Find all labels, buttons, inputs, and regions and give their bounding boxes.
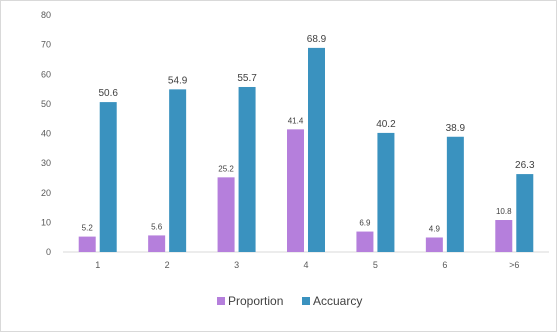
y-axis: 0 10 20 30 40 50 60 70 80 [41,10,51,257]
bar-proportion [425,237,443,252]
bar-proportion [217,177,235,252]
x-tick-label: 6 [442,260,447,270]
y-tick-label: 20 [41,188,51,198]
data-label-proportion: 4.9 [429,224,441,233]
bar-proportion [78,236,96,252]
data-label-proportion: 10.8 [496,207,512,216]
data-label-accuarcy: 54.9 [168,75,188,86]
bar-proportion [148,235,166,252]
legend: Proportion Accuarcy [217,294,362,308]
data-label-proportion: 5.6 [151,222,163,231]
bar-accuarcy [169,89,187,252]
data-label-proportion: 41.4 [288,116,304,125]
legend-label-accuarcy: Accuarcy [313,294,362,308]
x-tick-label: 1 [95,260,100,270]
y-tick-label: 30 [41,158,51,168]
y-tick-label: 10 [41,217,51,227]
bar-accuarcy [516,174,534,252]
data-label-proportion: 6.9 [359,219,371,228]
bar-proportion [495,220,513,252]
x-tick-label: 3 [234,260,239,270]
legend-swatch-accuarcy [302,297,310,305]
data-label-accuarcy: 68.9 [307,34,327,45]
bar-proportion [356,231,374,252]
data-label-accuarcy: 38.9 [446,123,466,134]
bar-accuarcy [377,132,395,252]
x-tick-label: 4 [303,260,308,270]
y-tick-label: 80 [41,10,51,20]
y-tick-label: 60 [41,69,51,79]
y-tick-label: 70 [41,40,51,50]
bar-accuarcy [238,86,256,253]
data-label-proportion: 25.2 [218,164,234,173]
data-label-accuarcy: 50.6 [98,88,118,99]
x-axis: 1 2 3 4 5 6 >6 [63,251,549,270]
bar-accuarcy [308,47,325,252]
y-tick-label: 50 [41,99,51,109]
data-label-accuarcy: 26.3 [515,160,535,171]
legend-swatch-proportion [217,297,225,305]
bar-accuarcy [446,136,464,252]
bar-proportion [287,129,304,252]
y-tick-label: 40 [41,129,51,139]
x-tick-label: 5 [373,260,378,270]
y-tick-label: 0 [46,247,51,257]
bars: 5.2 5.6 25.2 41.4 6.9 4.9 10.8 50.6 54.9 55.7 68.9… [78,34,535,253]
x-tick-label: 2 [165,260,170,270]
legend-label-proportion: Proportion [228,294,283,308]
data-label-proportion: 5.2 [82,224,94,233]
data-label-accuarcy: 40.2 [376,119,396,130]
bar-accuarcy [99,102,117,252]
x-tick-label: >6 [509,260,519,270]
data-label-accuarcy: 55.7 [237,73,257,84]
